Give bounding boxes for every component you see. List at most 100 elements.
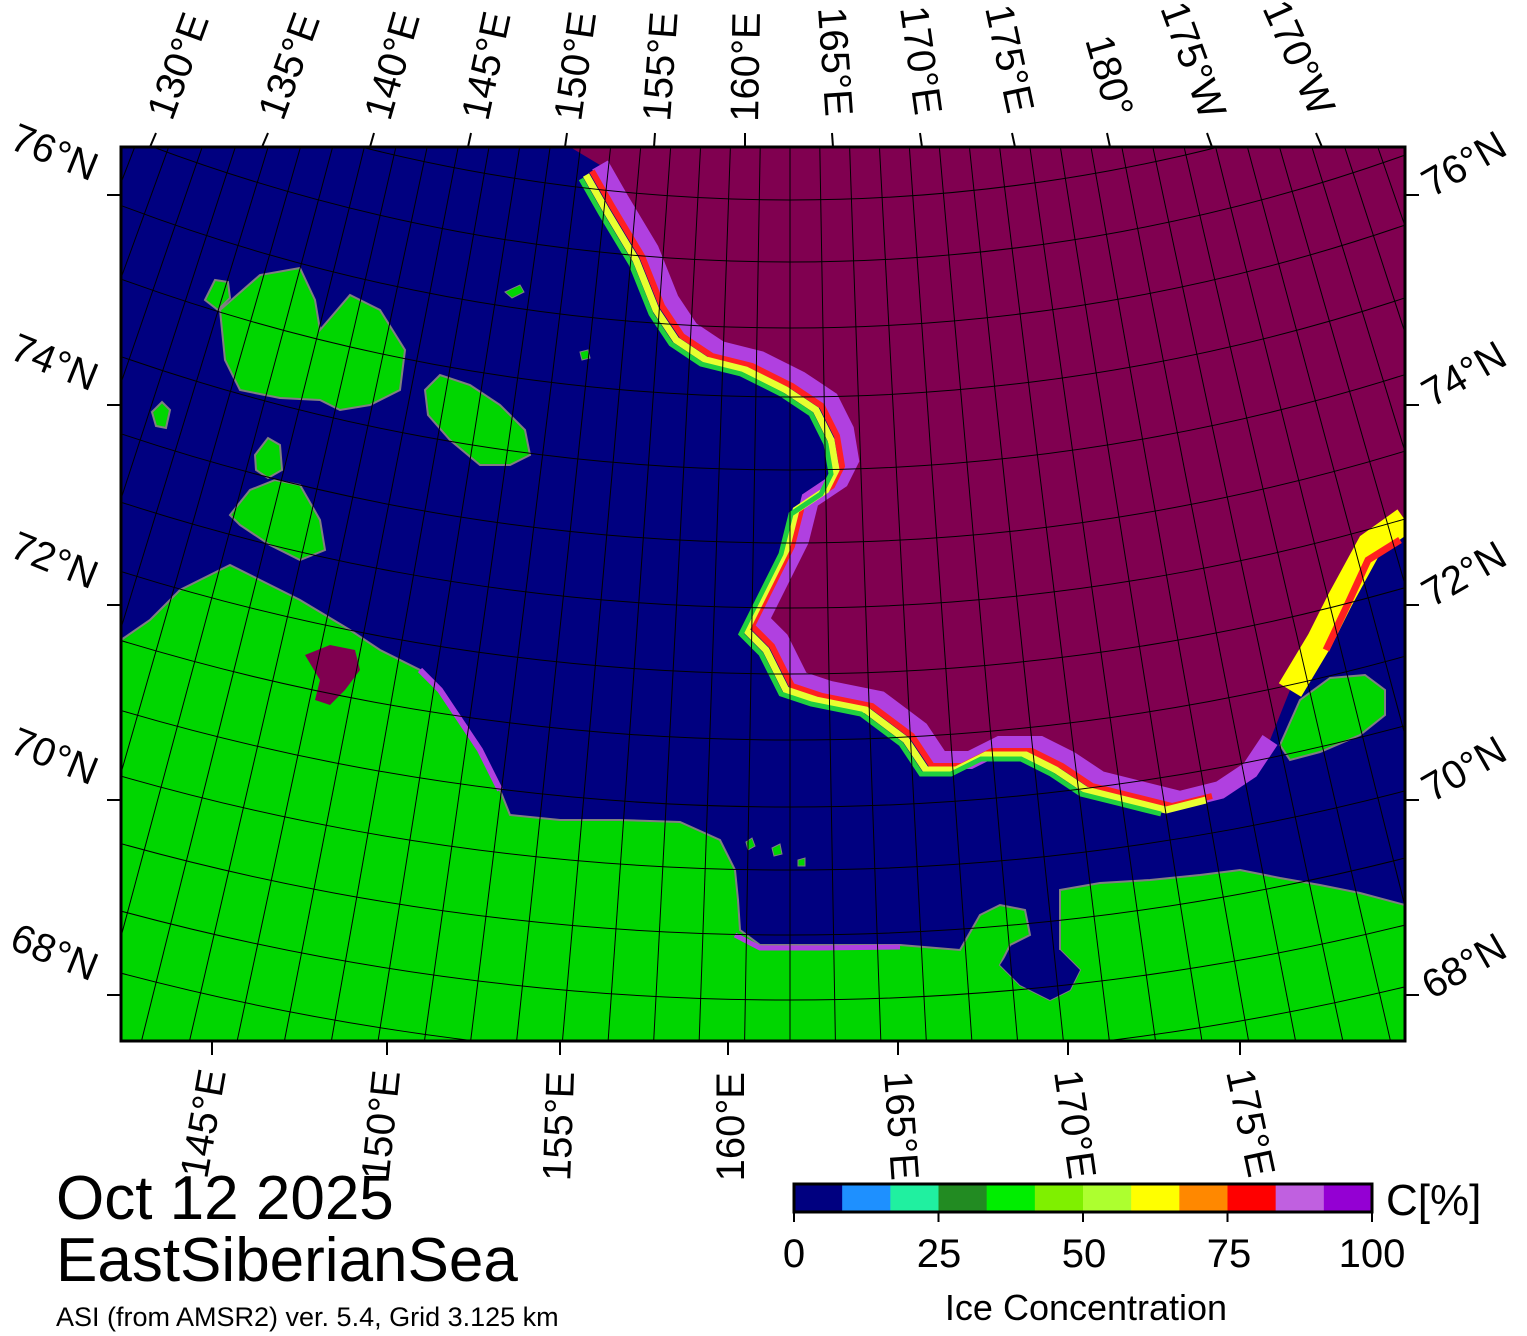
- top-lon-label: 130°E: [139, 7, 218, 125]
- bear-islands: [745, 837, 806, 867]
- right-lat-label: 72°N: [1415, 533, 1514, 616]
- meridian-line: [121, 147, 269, 630]
- meridian-line: [283, 147, 459, 1041]
- top-lon-label: 180°: [1076, 30, 1141, 122]
- meridian-line: [1121, 147, 1297, 1041]
- coastal-ice-fringe: [417, 667, 503, 792]
- top-lon-label: 175°E: [976, 1, 1042, 117]
- meridian-line: [188, 147, 397, 1041]
- right-lat-label: 74°N: [1415, 333, 1514, 416]
- colorbar-swatch: [890, 1184, 939, 1212]
- meridian-line: [423, 147, 551, 1041]
- lyakhovsky-island: [228, 478, 327, 562]
- left-lat-label: 70°N: [5, 720, 104, 794]
- meridian-line: [908, 147, 973, 1041]
- right-lat-label: 76°N: [1415, 123, 1514, 206]
- meridian-line: [1029, 147, 1157, 1041]
- jeannette-islets: [504, 284, 591, 361]
- meridian-line: [1517, 0, 1527, 889]
- right-latitude-labels: 76°N 74°N 72°N 70°N 68°N: [1415, 123, 1514, 1008]
- top-lon-label: 175°W: [1152, 0, 1235, 125]
- bottom-lon-label: 155°E: [535, 1071, 583, 1182]
- meridian-line: [121, 147, 236, 501]
- left-lat-label: 72°N: [5, 524, 104, 598]
- colorbar-swatch: [794, 1184, 843, 1212]
- meridian-line: [1152, 147, 1344, 1041]
- meridian-line: [1246, 147, 1405, 738]
- top-longitude-labels: 130°E 135°E 140°E 145°E 150°E 155°E 160°…: [139, 0, 1343, 125]
- tick-marks: [107, 132, 1419, 1055]
- colorbar: [792, 1182, 1374, 1222]
- meridian-line: [1183, 147, 1392, 1041]
- bottom-lon-label: 160°E: [709, 1072, 753, 1181]
- colorbar-swatch: [938, 1184, 988, 1212]
- lake-patch: [305, 645, 360, 705]
- left-lat-label: 76°N: [5, 116, 104, 190]
- meridian-line: [1059, 147, 1203, 1041]
- colorbar-tick-label: 0: [782, 1232, 806, 1276]
- map-date: Oct 12 2025: [56, 1164, 394, 1233]
- meridian-line: [1215, 147, 1405, 909]
- colorbar-swatch: [986, 1184, 1036, 1212]
- data-source: ASI (from AMSR2) ver. 5.4, Grid 3.125 km: [56, 1302, 559, 1332]
- ice-edge-purple: [592, 160, 1278, 810]
- left-lat-label: 68°N: [5, 916, 104, 990]
- ice-edge-green: [578, 177, 1162, 817]
- ice-edge-yellow: [582, 173, 1207, 814]
- meridian-line: [999, 147, 1110, 1041]
- meridian-line: [1090, 147, 1250, 1041]
- small-lyakhovsky-island: [253, 436, 284, 480]
- meridian-line: [121, 147, 302, 775]
- ice-edge-red: [589, 169, 1213, 810]
- meridian-line: [653, 147, 702, 1041]
- ice-edge-east-red: [1322, 537, 1402, 652]
- top-lon-label: 155°E: [635, 10, 687, 122]
- top-lon-label: 135°E: [250, 7, 329, 125]
- meridian-line: [1278, 147, 1405, 587]
- ice-edge-east: [1278, 509, 1405, 697]
- graticule: [121, 0, 1527, 1041]
- colorbar-tick-label: 50: [1061, 1232, 1107, 1276]
- top-lon-label: 160°E: [723, 12, 769, 122]
- meridian-line: [236, 147, 428, 1041]
- colorbar-tick-label: 100: [1338, 1232, 1406, 1276]
- map-frame: [119, 145, 1407, 1043]
- meridian-line: [744, 147, 761, 1041]
- meridian-line: [819, 147, 836, 1041]
- kotelny-island: [218, 266, 407, 412]
- right-lat-label: 68°N: [1415, 925, 1514, 1008]
- meridian-line: [938, 147, 1019, 1041]
- meridian-line: [377, 147, 521, 1041]
- colorbar-swatch: [1275, 1184, 1325, 1212]
- top-lon-label: 140°E: [356, 7, 428, 124]
- colorbar-swatch: [842, 1184, 891, 1212]
- colorbar-swatch: [1323, 1184, 1373, 1212]
- colorbar-swatch: [1131, 1184, 1180, 1212]
- colorbar-tick-label: 75: [1206, 1232, 1252, 1276]
- meridian-line: [330, 147, 490, 1041]
- colorbar-swatch: [1227, 1184, 1277, 1212]
- bottom-lon-label: 175°E: [1217, 1065, 1283, 1181]
- colorbar-title: Ice Concentration: [944, 1287, 1228, 1328]
- meridian-line: [140, 147, 365, 1041]
- meridian-line: [470, 147, 581, 1041]
- bottom-lon-label: 170°E: [1045, 1067, 1104, 1181]
- belkovsky-island: [203, 278, 232, 312]
- colorbar-swatch: [1034, 1184, 1084, 1212]
- bottom-lon-label: 165°E: [875, 1070, 927, 1182]
- right-lat-label: 70°N: [1415, 728, 1514, 811]
- meridian-line: [698, 147, 731, 1041]
- chaun-bay: [1000, 945, 1080, 1000]
- meridian-line: [849, 147, 882, 1041]
- top-lon-label: 170°W: [1254, 0, 1343, 122]
- colorbar-swatch: [1083, 1184, 1132, 1212]
- left-latitude-labels: 76°N 74°N 72°N 70°N 68°N: [5, 116, 104, 990]
- new-siberia-island: [423, 373, 532, 466]
- top-lon-label: 145°E: [454, 8, 520, 124]
- left-lat-label: 74°N: [5, 326, 104, 400]
- meridian-line: [561, 147, 642, 1041]
- colorbar-swatch: [1179, 1184, 1228, 1212]
- top-lon-label: 170°E: [891, 3, 950, 117]
- meridian-line: [878, 147, 927, 1041]
